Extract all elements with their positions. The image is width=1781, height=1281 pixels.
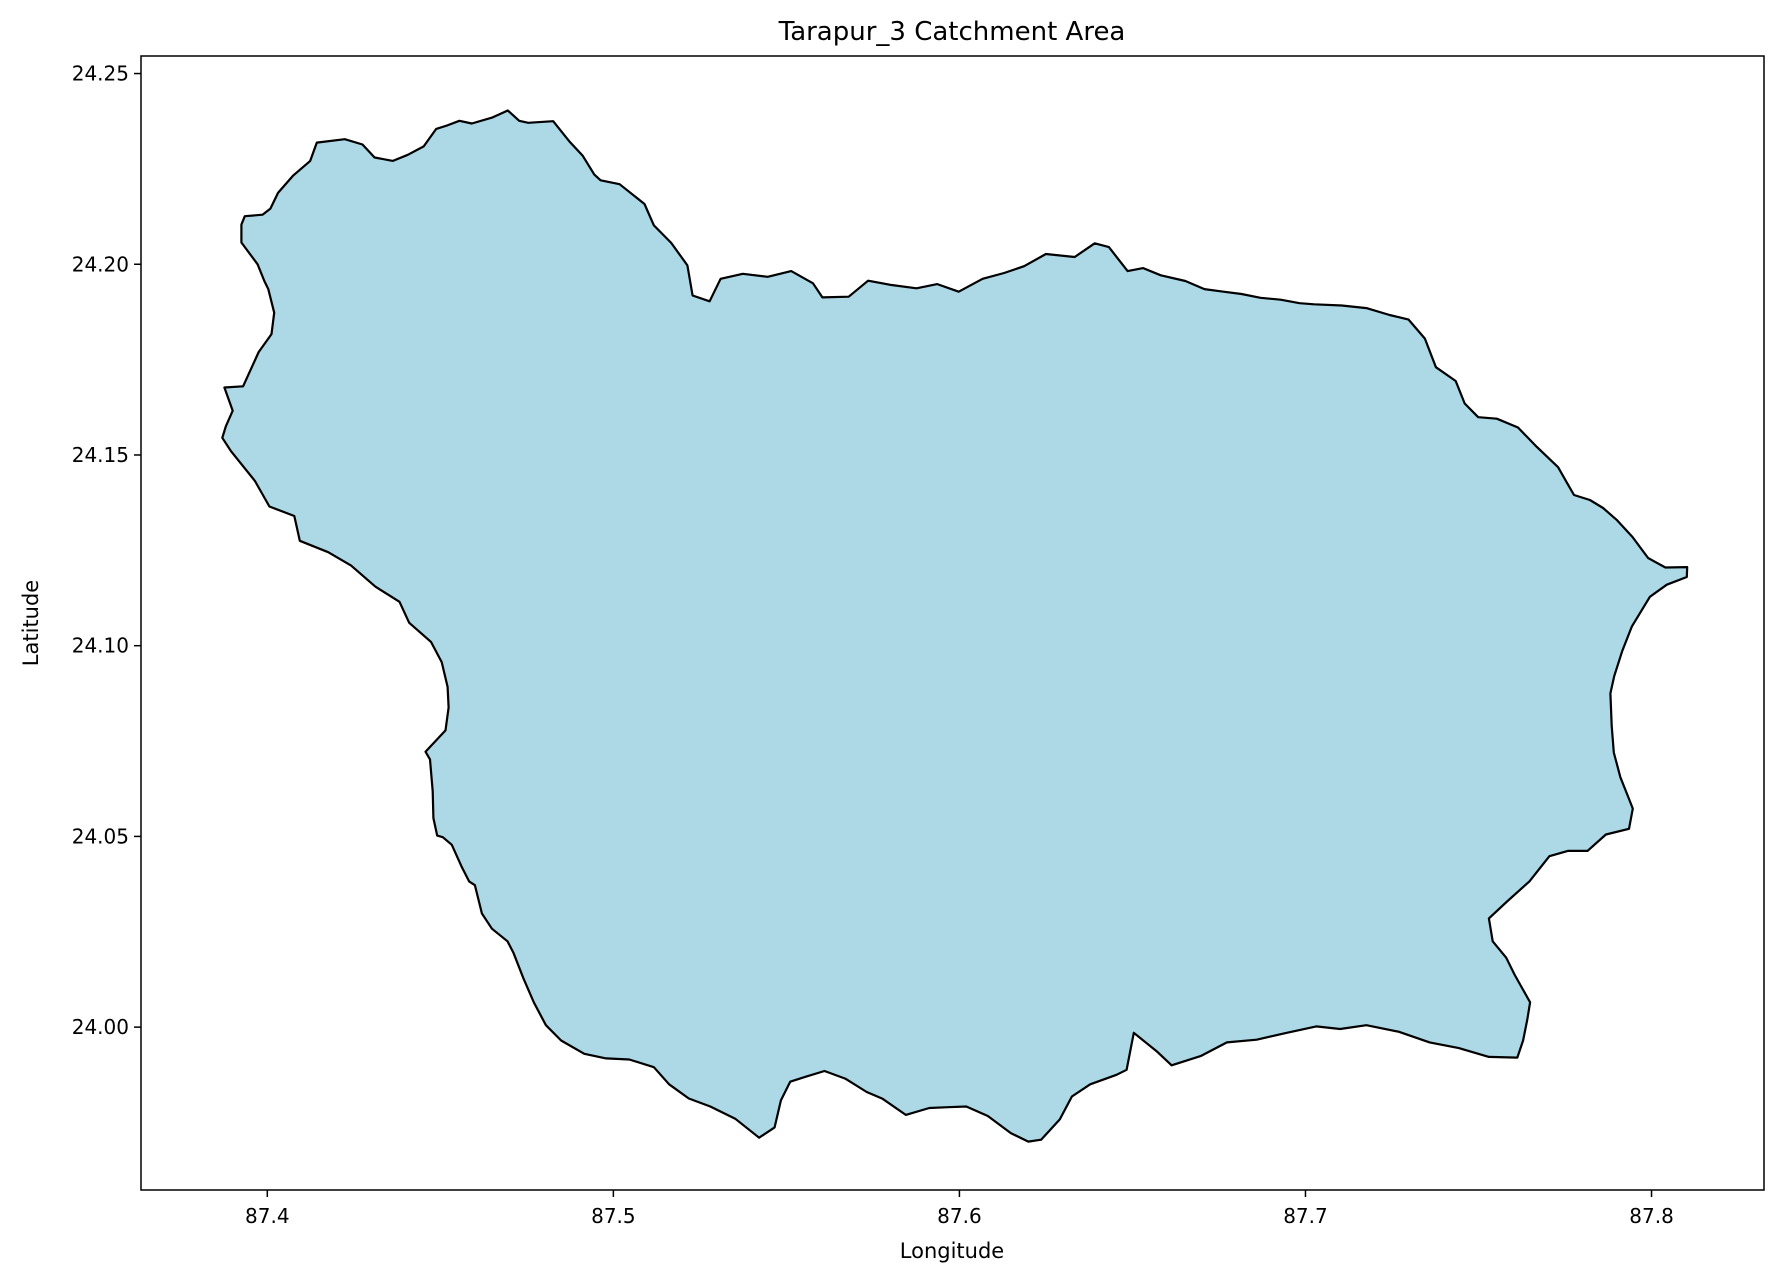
axes-frame [140, 55, 1765, 1191]
y-tick-label: 24.05 [72, 824, 129, 848]
x-tick-label: 87.5 [591, 1204, 636, 1228]
catchment-polygon [221, 109, 1689, 1143]
y-axis: 24.00 24.05 24.10 24.15 24.20 24.25 [72, 62, 141, 1039]
plot-area [140, 55, 1765, 1191]
x-tick-label: 87.8 [1629, 1204, 1674, 1228]
x-tick-label: 87.4 [245, 1204, 290, 1228]
x-tick-label: 87.6 [937, 1204, 982, 1228]
map-title: Tarapur_3 Catchment Area [778, 17, 1126, 47]
x-axis: 87.4 87.5 87.6 87.7 87.8 [245, 1190, 1674, 1228]
y-tick-label: 24.25 [72, 62, 129, 86]
x-axis-label: Longitude [900, 1239, 1004, 1263]
y-tick-label: 24.00 [72, 1015, 129, 1039]
y-axis-label: Latitude [19, 580, 43, 666]
y-tick-label: 24.15 [72, 443, 129, 467]
x-tick-label: 87.7 [1283, 1204, 1328, 1228]
y-tick-label: 24.10 [72, 634, 129, 658]
y-tick-label: 24.20 [72, 252, 129, 276]
